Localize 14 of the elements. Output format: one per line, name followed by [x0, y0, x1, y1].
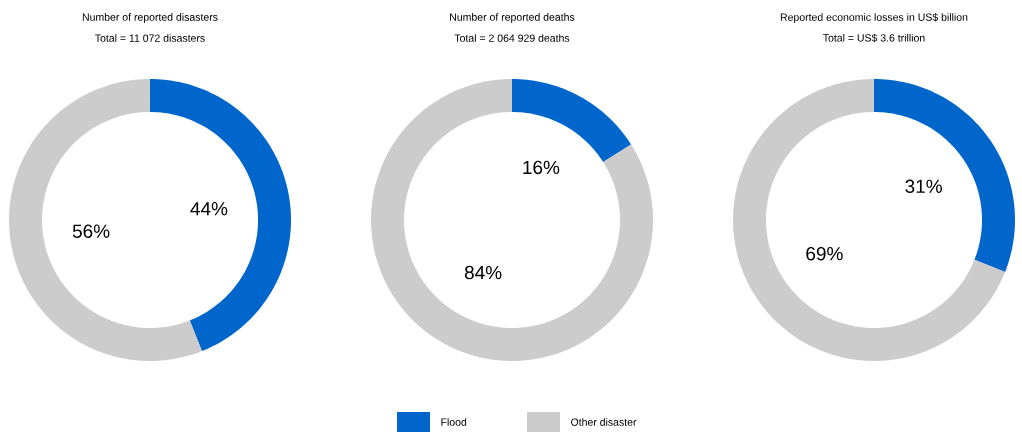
chart-title: Number of reported disasters: [82, 13, 218, 23]
chart-title: Number of reported deaths: [450, 13, 575, 23]
data-label: 31%: [905, 179, 942, 193]
chart-subtitle: Total = 11 072 disasters: [95, 34, 205, 42]
legend-label: Flood: [441, 418, 467, 426]
data-label: 56%: [72, 224, 110, 238]
chart-subtitle: Total = 2 064 929 deaths: [454, 34, 570, 42]
data-label: 84%: [464, 265, 502, 280]
data-label: 44%: [190, 202, 228, 216]
data-label: 16%: [523, 160, 560, 175]
data-label: 69%: [806, 246, 843, 261]
chart-subtitle: Total = US$ 3.6 trillion: [823, 33, 925, 43]
chart-title: Reported economic losses in US$ billion: [780, 13, 968, 23]
legend-label: Other disaster: [571, 418, 637, 426]
